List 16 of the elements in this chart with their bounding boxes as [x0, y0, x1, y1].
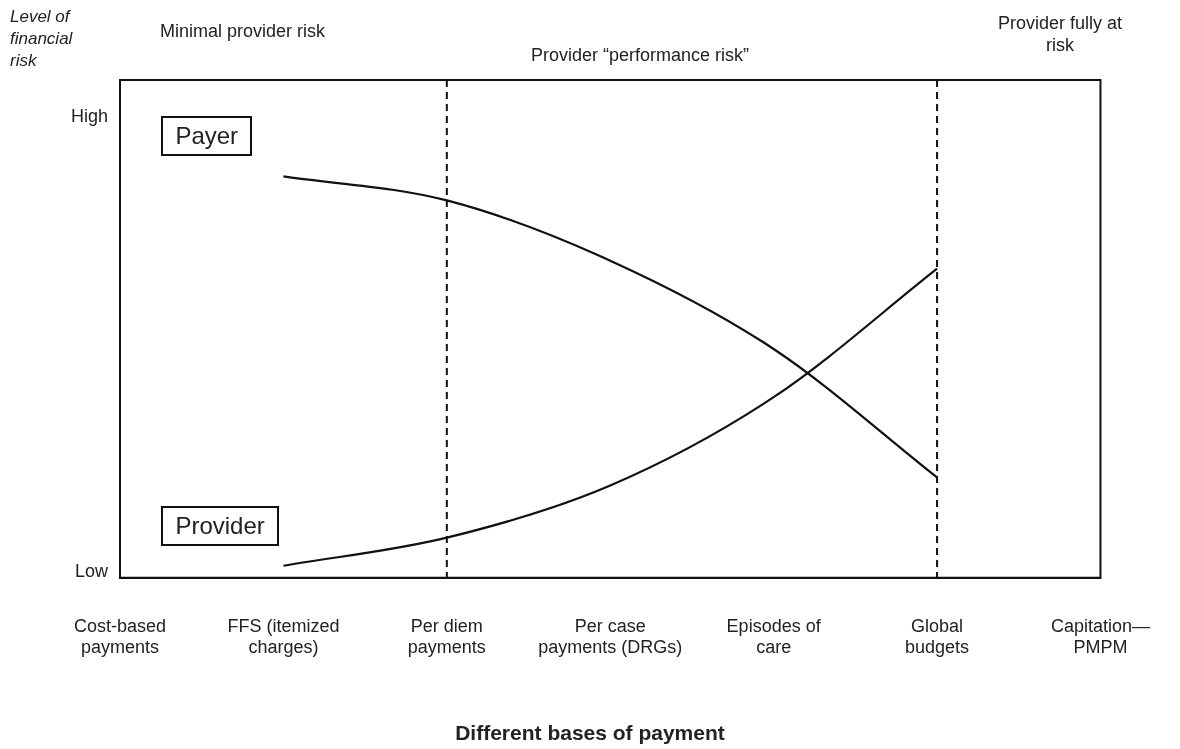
text: Level of financial risk: [10, 6, 74, 72]
text: High: [69, 105, 108, 127]
x-tick-label: Capitation—PMPM: [1050, 615, 1150, 658]
series-label: Provider: [161, 505, 279, 546]
x-axis-title: Different bases of payment: [454, 721, 726, 744]
text: Provider fully at risk: [996, 12, 1124, 56]
x-tick-label: Per case payments (DRGs): [538, 615, 683, 658]
x-tick-label: Global budgets: [905, 615, 970, 658]
x-tick-label: Cost-based payments: [73, 615, 167, 658]
text: Provider “performance risk”: [529, 44, 751, 66]
text: Minimal provider risk: [160, 20, 327, 42]
x-tick-label: FFS (itemized charges): [227, 615, 340, 658]
text: Payer: [161, 116, 253, 157]
text: Low: [73, 559, 108, 582]
x-tick-label: Episodes of care: [726, 615, 822, 658]
x-tick-label: Per diem payments: [407, 615, 486, 658]
